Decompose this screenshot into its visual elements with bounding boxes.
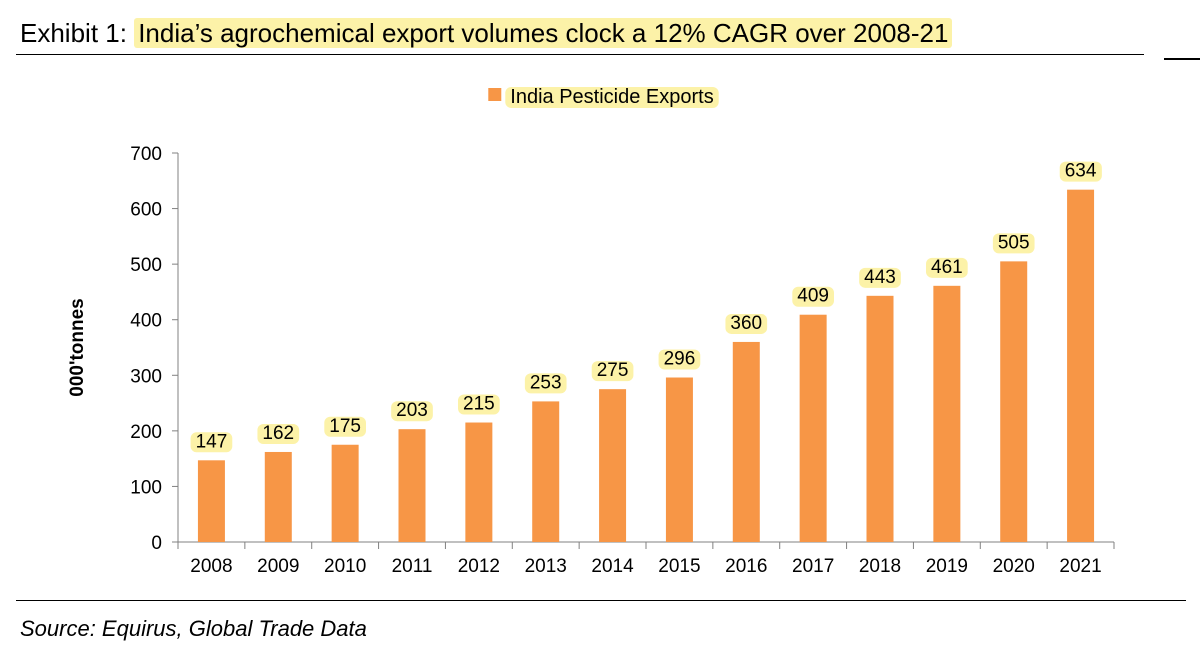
data-label-2019: 461 [931, 257, 963, 278]
x-tick-label: 2009 [257, 556, 299, 577]
bar-2021 [1067, 189, 1095, 543]
data-label-2011-highlight [391, 401, 433, 422]
y-tick-label: 500 [130, 255, 162, 276]
data-label-2020-highlight [992, 233, 1035, 254]
data-label-2008: 147 [196, 431, 228, 452]
x-tick-label: 2008 [190, 556, 232, 577]
title-row: Exhibit 1: India’s agrochemical export v… [16, 14, 1200, 60]
y-tick-label: 100 [130, 477, 162, 498]
y-tick-label: 0 [151, 533, 162, 554]
x-tick-label: 2015 [658, 556, 700, 577]
title-rule-end [1164, 58, 1200, 60]
data-label-2012-highlight [458, 394, 500, 415]
bar-chart: India Pesticide Exports 0 100 200 300 400 500 6… [67, 86, 1115, 577]
chart-title: India’s agrochemical export volumes cloc… [134, 18, 953, 48]
bar-2012 [465, 422, 493, 542]
data-label-2015-highlight [658, 349, 701, 370]
bar-2014 [599, 389, 627, 542]
data-label-2019-highlight [926, 257, 968, 278]
exhibit-title: Exhibit 1: India’s agrochemical export v… [20, 18, 953, 49]
data-label-2021-highlight [1059, 161, 1102, 182]
y-tick-label: 600 [130, 200, 162, 221]
data-label-2017: 409 [797, 286, 829, 307]
bar-2019 [933, 285, 961, 542]
bar-2009 [264, 451, 292, 542]
x-tick-label: 2012 [458, 556, 500, 577]
x-tick-label: 2011 [392, 556, 433, 577]
bar-2020 [1000, 261, 1028, 542]
data-label-2010: 175 [329, 416, 361, 437]
bar-2011 [398, 429, 426, 542]
bar-2013 [532, 401, 560, 542]
data-label-2013: 253 [530, 372, 562, 393]
bar-2016 [732, 341, 760, 542]
data-label-2015: 296 [664, 349, 696, 370]
x-tick-label: 2014 [591, 556, 634, 577]
data-label-2018: 443 [864, 267, 896, 288]
data-label-2009: 162 [262, 423, 294, 444]
data-label-2016: 360 [730, 313, 762, 334]
legend-label-highlight [505, 87, 719, 108]
x-tick-label: 2021 [1059, 556, 1101, 577]
data-label-2020: 505 [998, 232, 1030, 253]
legend-label: India Pesticide Exports [510, 86, 713, 108]
bar-2008 [197, 460, 225, 542]
x-tick-label: 2020 [993, 556, 1035, 577]
x-tick-label: 2019 [926, 556, 968, 577]
bar-2017 [799, 314, 827, 542]
data-label-2014-highlight [591, 361, 634, 382]
title-rule [16, 54, 1144, 55]
source-rule [16, 600, 1186, 601]
data-label-2018-highlight [859, 267, 901, 288]
data-label-2017-highlight [792, 286, 834, 307]
x-tick-label: 2017 [792, 556, 834, 577]
data-label-2010-highlight [324, 416, 366, 437]
data-label-2014: 275 [597, 360, 629, 381]
y-tick-label: 200 [130, 422, 162, 443]
x-tick-label: 2018 [859, 556, 901, 577]
data-label-2013-highlight [524, 373, 567, 394]
x-tick-label: 2016 [725, 556, 767, 577]
bar-2015 [665, 377, 693, 542]
legend-swatch [488, 88, 502, 101]
bar-2018 [866, 295, 894, 542]
x-tick-label: 2010 [324, 556, 366, 577]
data-label-2011: 203 [396, 400, 428, 421]
data-label-2012: 215 [463, 394, 495, 415]
source-note: Source: Equirus, Global Trade Data [20, 616, 367, 641]
y-tick-label: 300 [130, 366, 162, 387]
data-label-2008-highlight [190, 432, 233, 453]
y-axis-title: 000'tonnes [67, 298, 88, 397]
data-label-2021: 634 [1065, 161, 1097, 182]
exhibit-number: Exhibit 1: [20, 18, 127, 48]
bar-2010 [331, 444, 359, 542]
x-tick-label: 2013 [525, 556, 567, 577]
y-tick-label: 400 [130, 311, 162, 332]
y-tick-label: 700 [130, 144, 162, 165]
data-label-2016-highlight [725, 313, 768, 334]
data-label-2009-highlight [257, 423, 300, 444]
